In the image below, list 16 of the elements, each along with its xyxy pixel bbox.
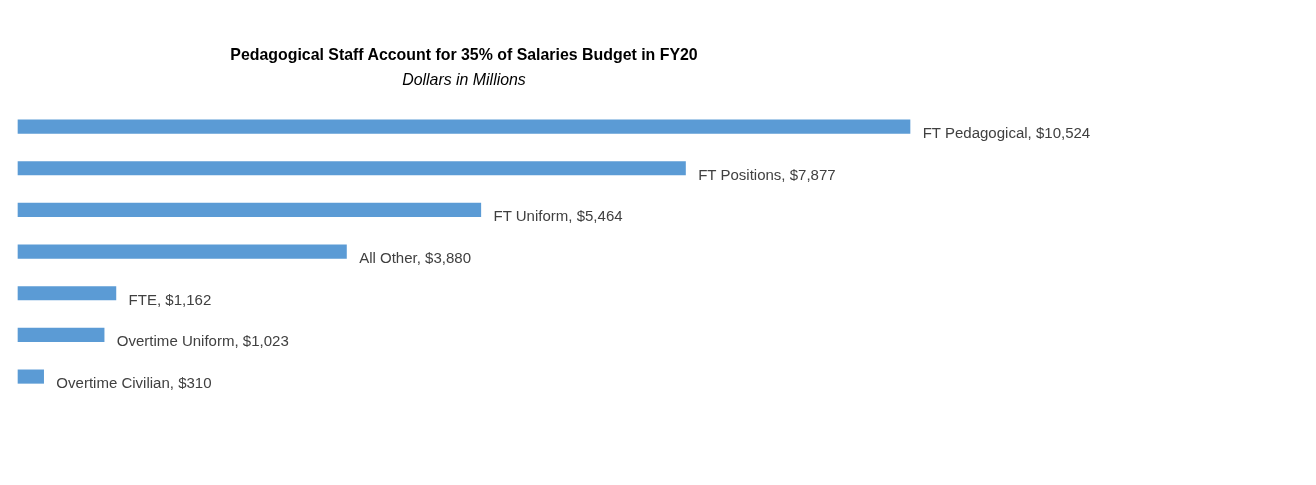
bar (17, 369, 44, 384)
bar (17, 327, 105, 342)
bar (17, 244, 347, 259)
bar (17, 119, 911, 134)
chart-title: Pedagogical Staff Account for 35% of Salaries Budget in FY20 (230, 45, 698, 63)
data-label: Overtime Civilian, $310 (56, 374, 212, 392)
data-label: FT Positions, $7,877 (698, 165, 836, 183)
bar (17, 161, 686, 176)
bar (17, 202, 482, 217)
data-label: FT Uniform, $5,464 (493, 207, 623, 225)
data-label: All Other, $3,880 (359, 249, 472, 267)
chart-subtitle: Dollars in Millions (402, 70, 526, 88)
bar (17, 286, 117, 301)
data-label: FT Pedagogical, $10,524 (922, 124, 1091, 142)
data-label: Overtime Uniform, $1,023 (116, 332, 289, 350)
data-label: FTE, $1,162 (128, 290, 212, 308)
